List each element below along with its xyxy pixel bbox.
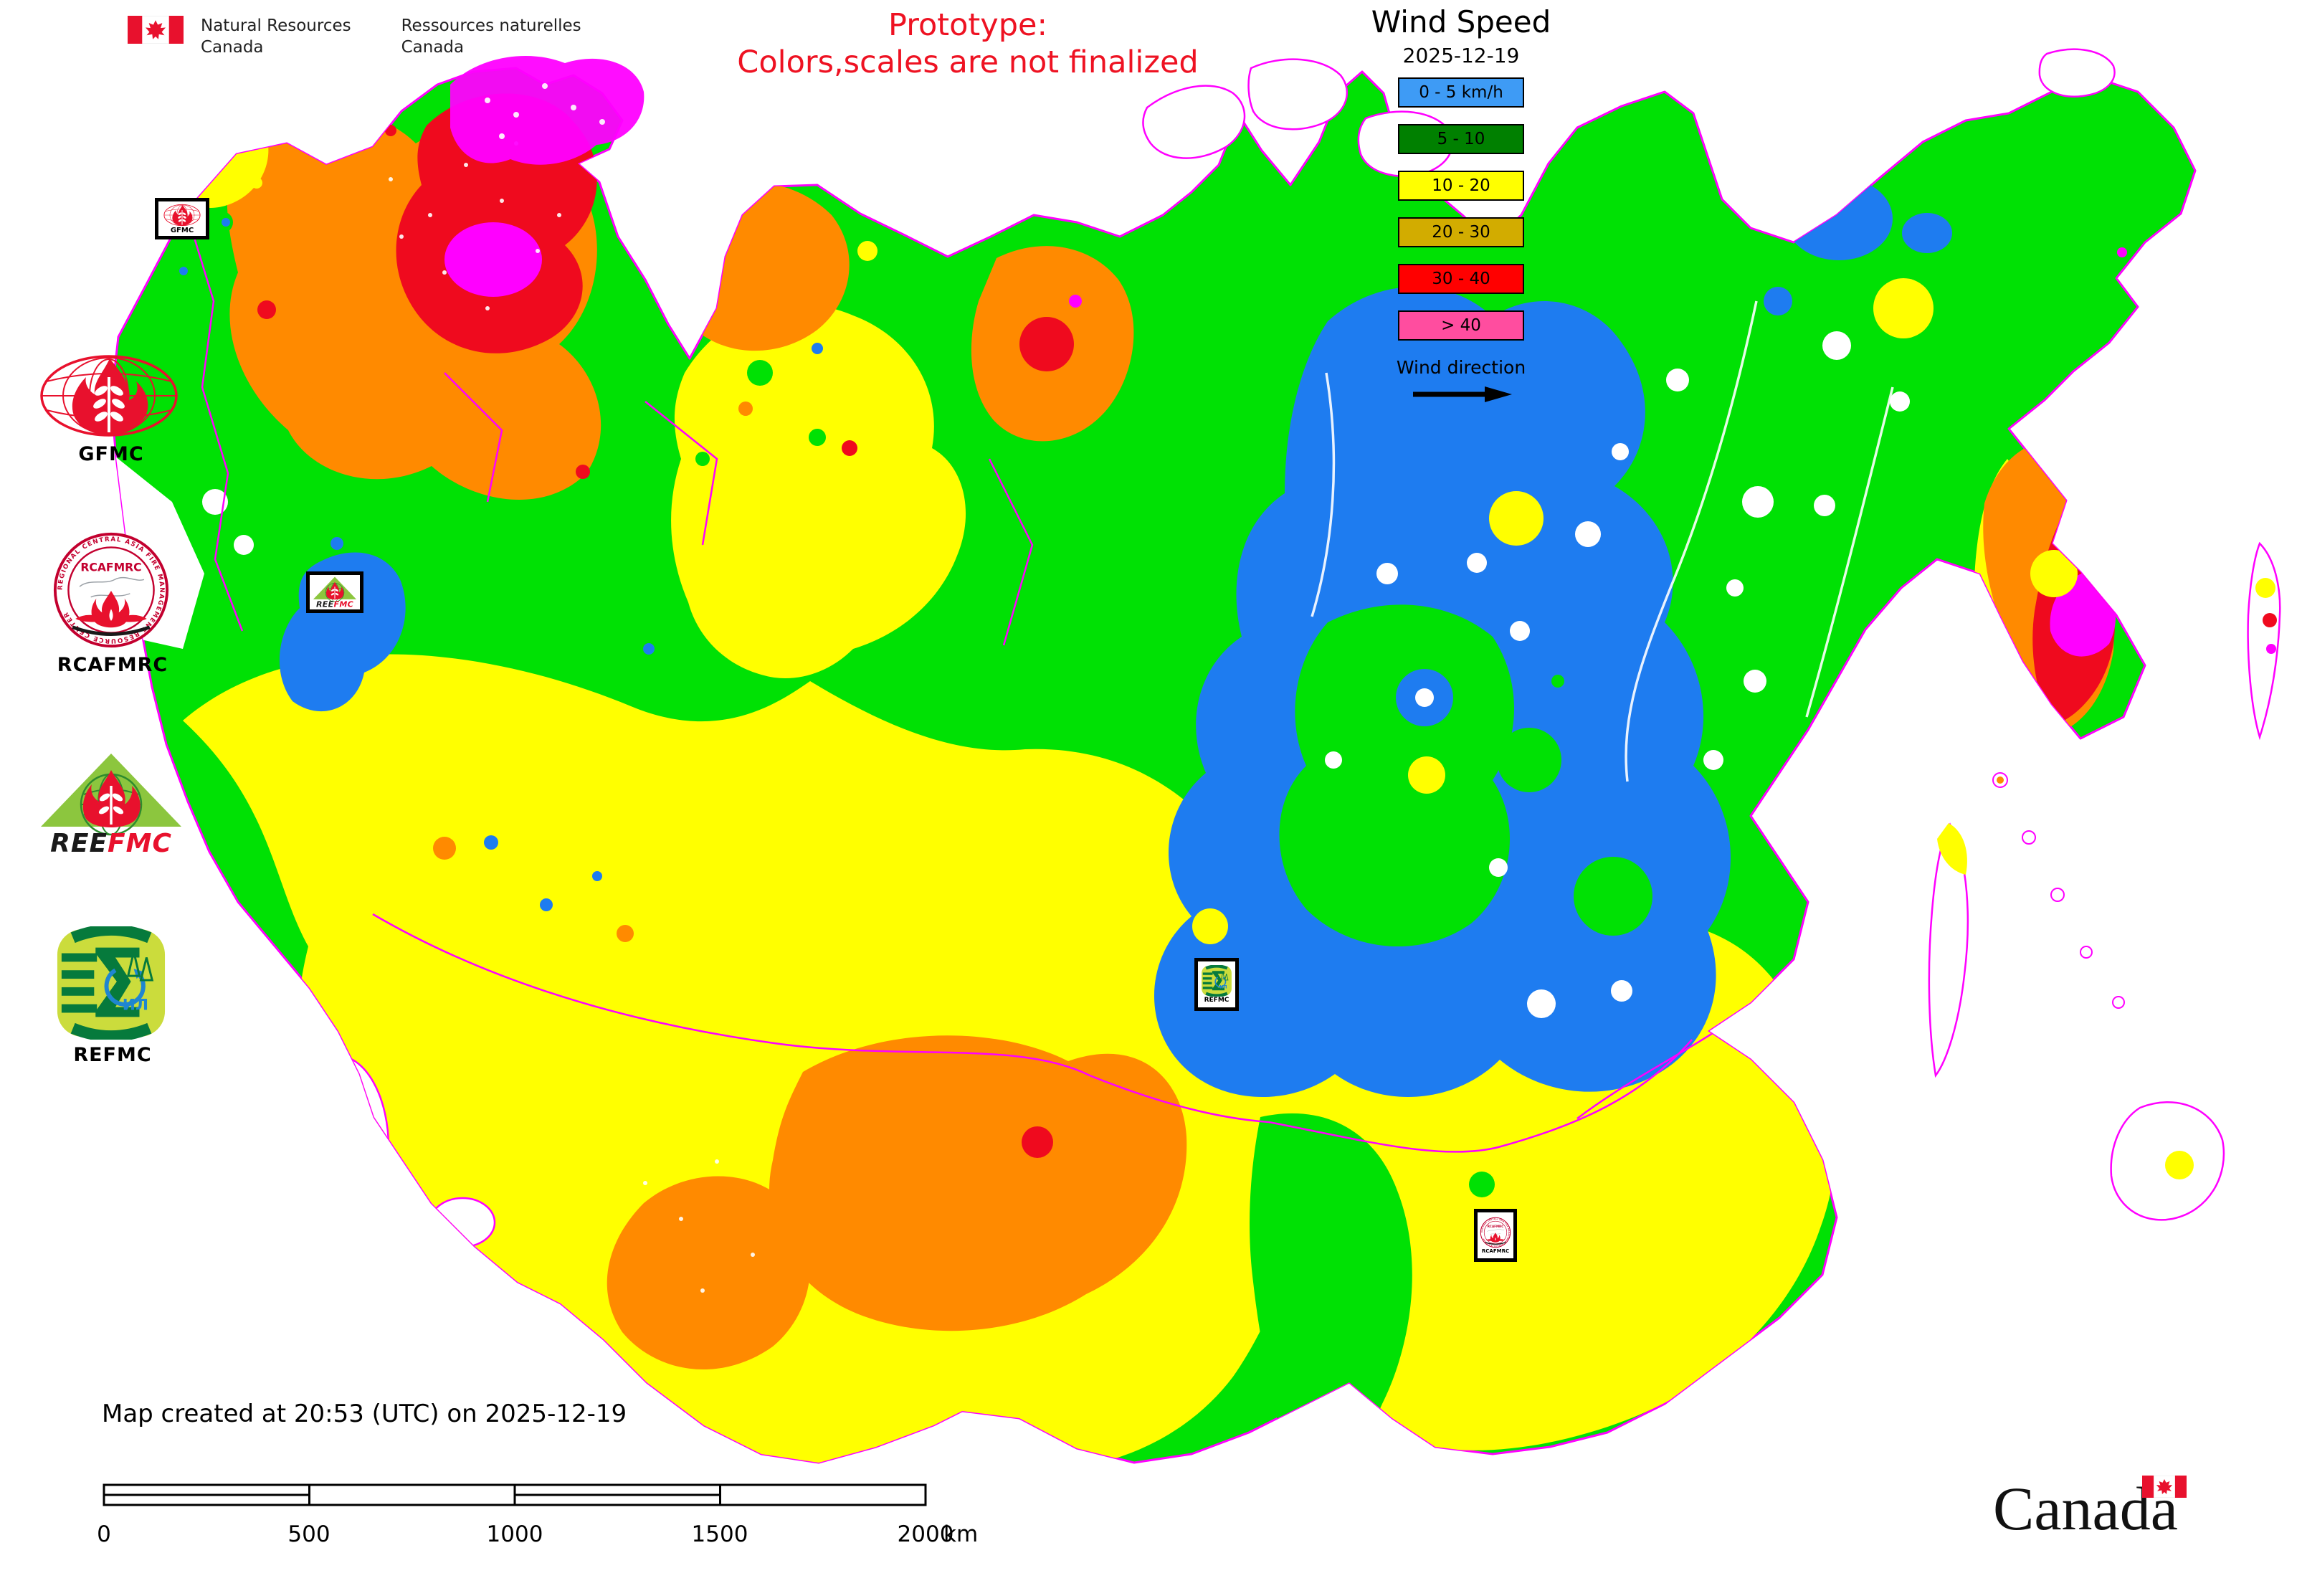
canada-wordmark: Canada [1993, 1473, 2187, 1544]
legend-entry-0-5: 0 - 5 km/h [1398, 77, 1524, 108]
prototype-notice-line1: Prototype: [888, 7, 1047, 43]
legend-date: 2025-12-19 [1402, 44, 1520, 67]
scale-tick-2000: 2000 [897, 1521, 954, 1547]
legend-entry-20-30: 20 - 30 [1398, 217, 1524, 247]
legend-entry-gt-40: > 40 [1398, 310, 1524, 341]
wind-direction-label: Wind direction [1396, 357, 1526, 378]
gfmc-logo-icon [40, 355, 178, 437]
canada-wordmark-flag-icon [2141, 1476, 2187, 1498]
legend-label-gt-40: > 40 [1441, 316, 1481, 335]
gfmc-logo-label: GFMC [78, 443, 144, 465]
islands [450, 48, 2281, 1221]
refmc-marker-label: REFMC [1204, 997, 1230, 1004]
agency-en-line1: Natural Resources [201, 16, 351, 35]
canada-flag-icon [128, 16, 184, 44]
scale-tick-500: 500 [287, 1521, 330, 1547]
legend-entry-30-40: 30 - 40 [1398, 264, 1524, 294]
map-marker-gfmc: GFMC [155, 198, 209, 239]
rcafmrc-logo-icon [52, 531, 171, 650]
header-signature: Natural Resources Canada Ressources natu… [128, 16, 581, 59]
logo-rcafmrc: RCAFMRC [52, 531, 173, 676]
legend-label-0-5: 0 - 5 km/h [1419, 83, 1503, 102]
scale-unit: km [943, 1521, 979, 1547]
scale-tick-1500: 1500 [691, 1521, 748, 1547]
legend-entries: 0 - 5 km/h 5 - 10 10 - 20 20 - 30 30 - 4… [1339, 77, 1583, 341]
map-marker-reefmc [306, 571, 363, 613]
logo-gfmc: GFMC [37, 353, 185, 465]
agency-text-fr: Ressources naturelles Canada [401, 16, 581, 59]
rcafmrc-marker-label: RCAFMRC [1481, 1248, 1510, 1254]
reefmc-logo-icon [39, 752, 183, 858]
legend-label-30-40: 30 - 40 [1432, 270, 1490, 288]
legend-entry-10-20: 10 - 20 [1398, 171, 1524, 201]
legend-label-20-30: 20 - 30 [1432, 223, 1490, 242]
legend-entry-5-10: 5 - 10 [1398, 124, 1524, 154]
wind-speed-legend: Wind Speed 2025-12-19 0 - 5 km/h 5 - 10 … [1339, 4, 1583, 404]
agency-fr-line2: Canada [401, 37, 465, 57]
agency-text-en: Natural Resources Canada [201, 16, 351, 59]
prototype-notice-line2: Colors,scales are not finalized [737, 44, 1199, 80]
scale-tick-1000: 1000 [486, 1521, 543, 1547]
reefmc-marker-icon [313, 576, 357, 609]
rcafmrc-logo-label: RCAFMRC [57, 654, 168, 676]
refmc-marker-icon [1201, 965, 1232, 997]
gfmc-marker-icon [163, 204, 201, 226]
map-marker-refmc: REFMC [1194, 958, 1239, 1011]
wind-direction-arrow-icon [1413, 386, 1512, 402]
agency-en-line2: Canada [201, 37, 264, 57]
legend-label-5-10: 5 - 10 [1437, 130, 1485, 148]
rcafmrc-marker-icon [1480, 1217, 1511, 1248]
legend-label-10-20: 10 - 20 [1432, 176, 1490, 195]
gfmc-marker-label: GFMC [170, 226, 194, 234]
refmc-logo-icon [54, 926, 168, 1040]
map-created-text: Map created at 20:53 (UTC) on 2025-12-19 [102, 1400, 627, 1428]
scale-tick-0: 0 [97, 1521, 111, 1547]
scale-bar [103, 1483, 927, 1506]
agency-fr-line1: Ressources naturelles [401, 16, 581, 35]
prototype-notice: Prototype: Colors,scales are not finaliz… [645, 7, 1290, 81]
logo-refmc: REFMC [54, 926, 171, 1066]
legend-title: Wind Speed [1371, 4, 1551, 39]
refmc-logo-label: REFMC [73, 1044, 152, 1066]
logo-reefmc [36, 750, 189, 858]
map-marker-rcafmrc: RCAFMRC [1474, 1209, 1517, 1262]
